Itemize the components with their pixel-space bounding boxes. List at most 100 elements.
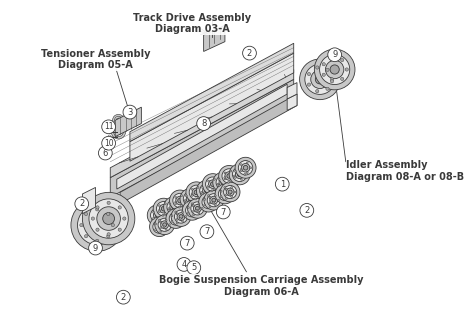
Circle shape [117,130,120,133]
Polygon shape [130,43,294,141]
Circle shape [228,182,229,184]
Circle shape [195,206,200,210]
Circle shape [240,170,242,172]
Polygon shape [117,84,287,189]
Circle shape [229,164,250,185]
Circle shape [180,189,201,209]
Text: 2: 2 [79,199,84,208]
Circle shape [191,203,193,205]
Circle shape [202,174,223,195]
Circle shape [80,223,83,227]
Circle shape [243,165,248,170]
Circle shape [330,80,334,83]
Circle shape [170,203,178,211]
Circle shape [178,198,182,203]
Circle shape [155,223,156,225]
Circle shape [227,174,231,178]
Circle shape [222,169,237,183]
Circle shape [210,17,213,20]
Circle shape [202,196,215,209]
Circle shape [326,60,344,79]
Circle shape [194,190,199,195]
Circle shape [71,199,123,251]
Circle shape [316,66,319,69]
Circle shape [181,195,182,197]
Circle shape [243,46,256,60]
Circle shape [147,205,168,226]
Circle shape [233,175,235,177]
Circle shape [202,193,204,195]
Circle shape [224,187,226,189]
Circle shape [189,185,204,200]
Circle shape [236,170,244,179]
Circle shape [209,196,211,198]
Circle shape [225,188,228,190]
Circle shape [221,180,226,185]
Circle shape [218,199,219,201]
Circle shape [204,198,206,200]
Circle shape [89,241,102,255]
Circle shape [210,196,218,204]
Circle shape [311,70,329,89]
Circle shape [330,65,339,74]
Text: 3: 3 [127,108,133,116]
Circle shape [153,220,166,233]
Polygon shape [181,188,194,207]
Circle shape [160,221,162,223]
Circle shape [154,211,162,219]
Circle shape [197,117,210,130]
Circle shape [208,186,210,188]
Circle shape [217,183,219,185]
Circle shape [168,224,170,226]
Circle shape [176,218,178,220]
Circle shape [165,219,167,221]
Circle shape [212,198,216,202]
Circle shape [108,130,111,133]
Circle shape [235,170,237,172]
Circle shape [208,180,210,182]
Circle shape [163,223,166,227]
Circle shape [99,146,112,160]
Circle shape [153,217,155,219]
Circle shape [172,215,180,222]
Circle shape [192,188,201,197]
Circle shape [219,165,240,187]
Circle shape [230,180,232,182]
Circle shape [213,188,215,190]
Circle shape [175,201,177,203]
Circle shape [225,172,233,180]
Circle shape [117,119,120,122]
Circle shape [300,59,340,100]
Circle shape [186,204,199,217]
Circle shape [179,215,183,218]
Circle shape [196,180,218,201]
Circle shape [208,195,210,197]
Circle shape [102,120,116,134]
Text: 7: 7 [220,208,226,216]
Circle shape [198,212,200,214]
Circle shape [185,201,187,203]
Circle shape [235,157,256,178]
Circle shape [330,78,334,81]
Circle shape [155,215,174,235]
Text: 2: 2 [247,49,252,58]
Circle shape [185,195,187,197]
Circle shape [228,190,232,194]
Circle shape [316,89,319,93]
Circle shape [203,187,211,195]
Circle shape [182,211,183,213]
Circle shape [160,221,162,223]
Circle shape [326,68,329,71]
Circle shape [187,212,189,214]
Circle shape [118,206,121,209]
Circle shape [250,167,252,169]
Circle shape [223,192,227,196]
Circle shape [218,179,220,181]
Circle shape [82,192,135,245]
Circle shape [151,208,165,222]
Circle shape [175,211,177,213]
Circle shape [307,83,310,86]
Text: 9: 9 [332,50,337,59]
Polygon shape [110,79,294,197]
Circle shape [107,233,110,236]
